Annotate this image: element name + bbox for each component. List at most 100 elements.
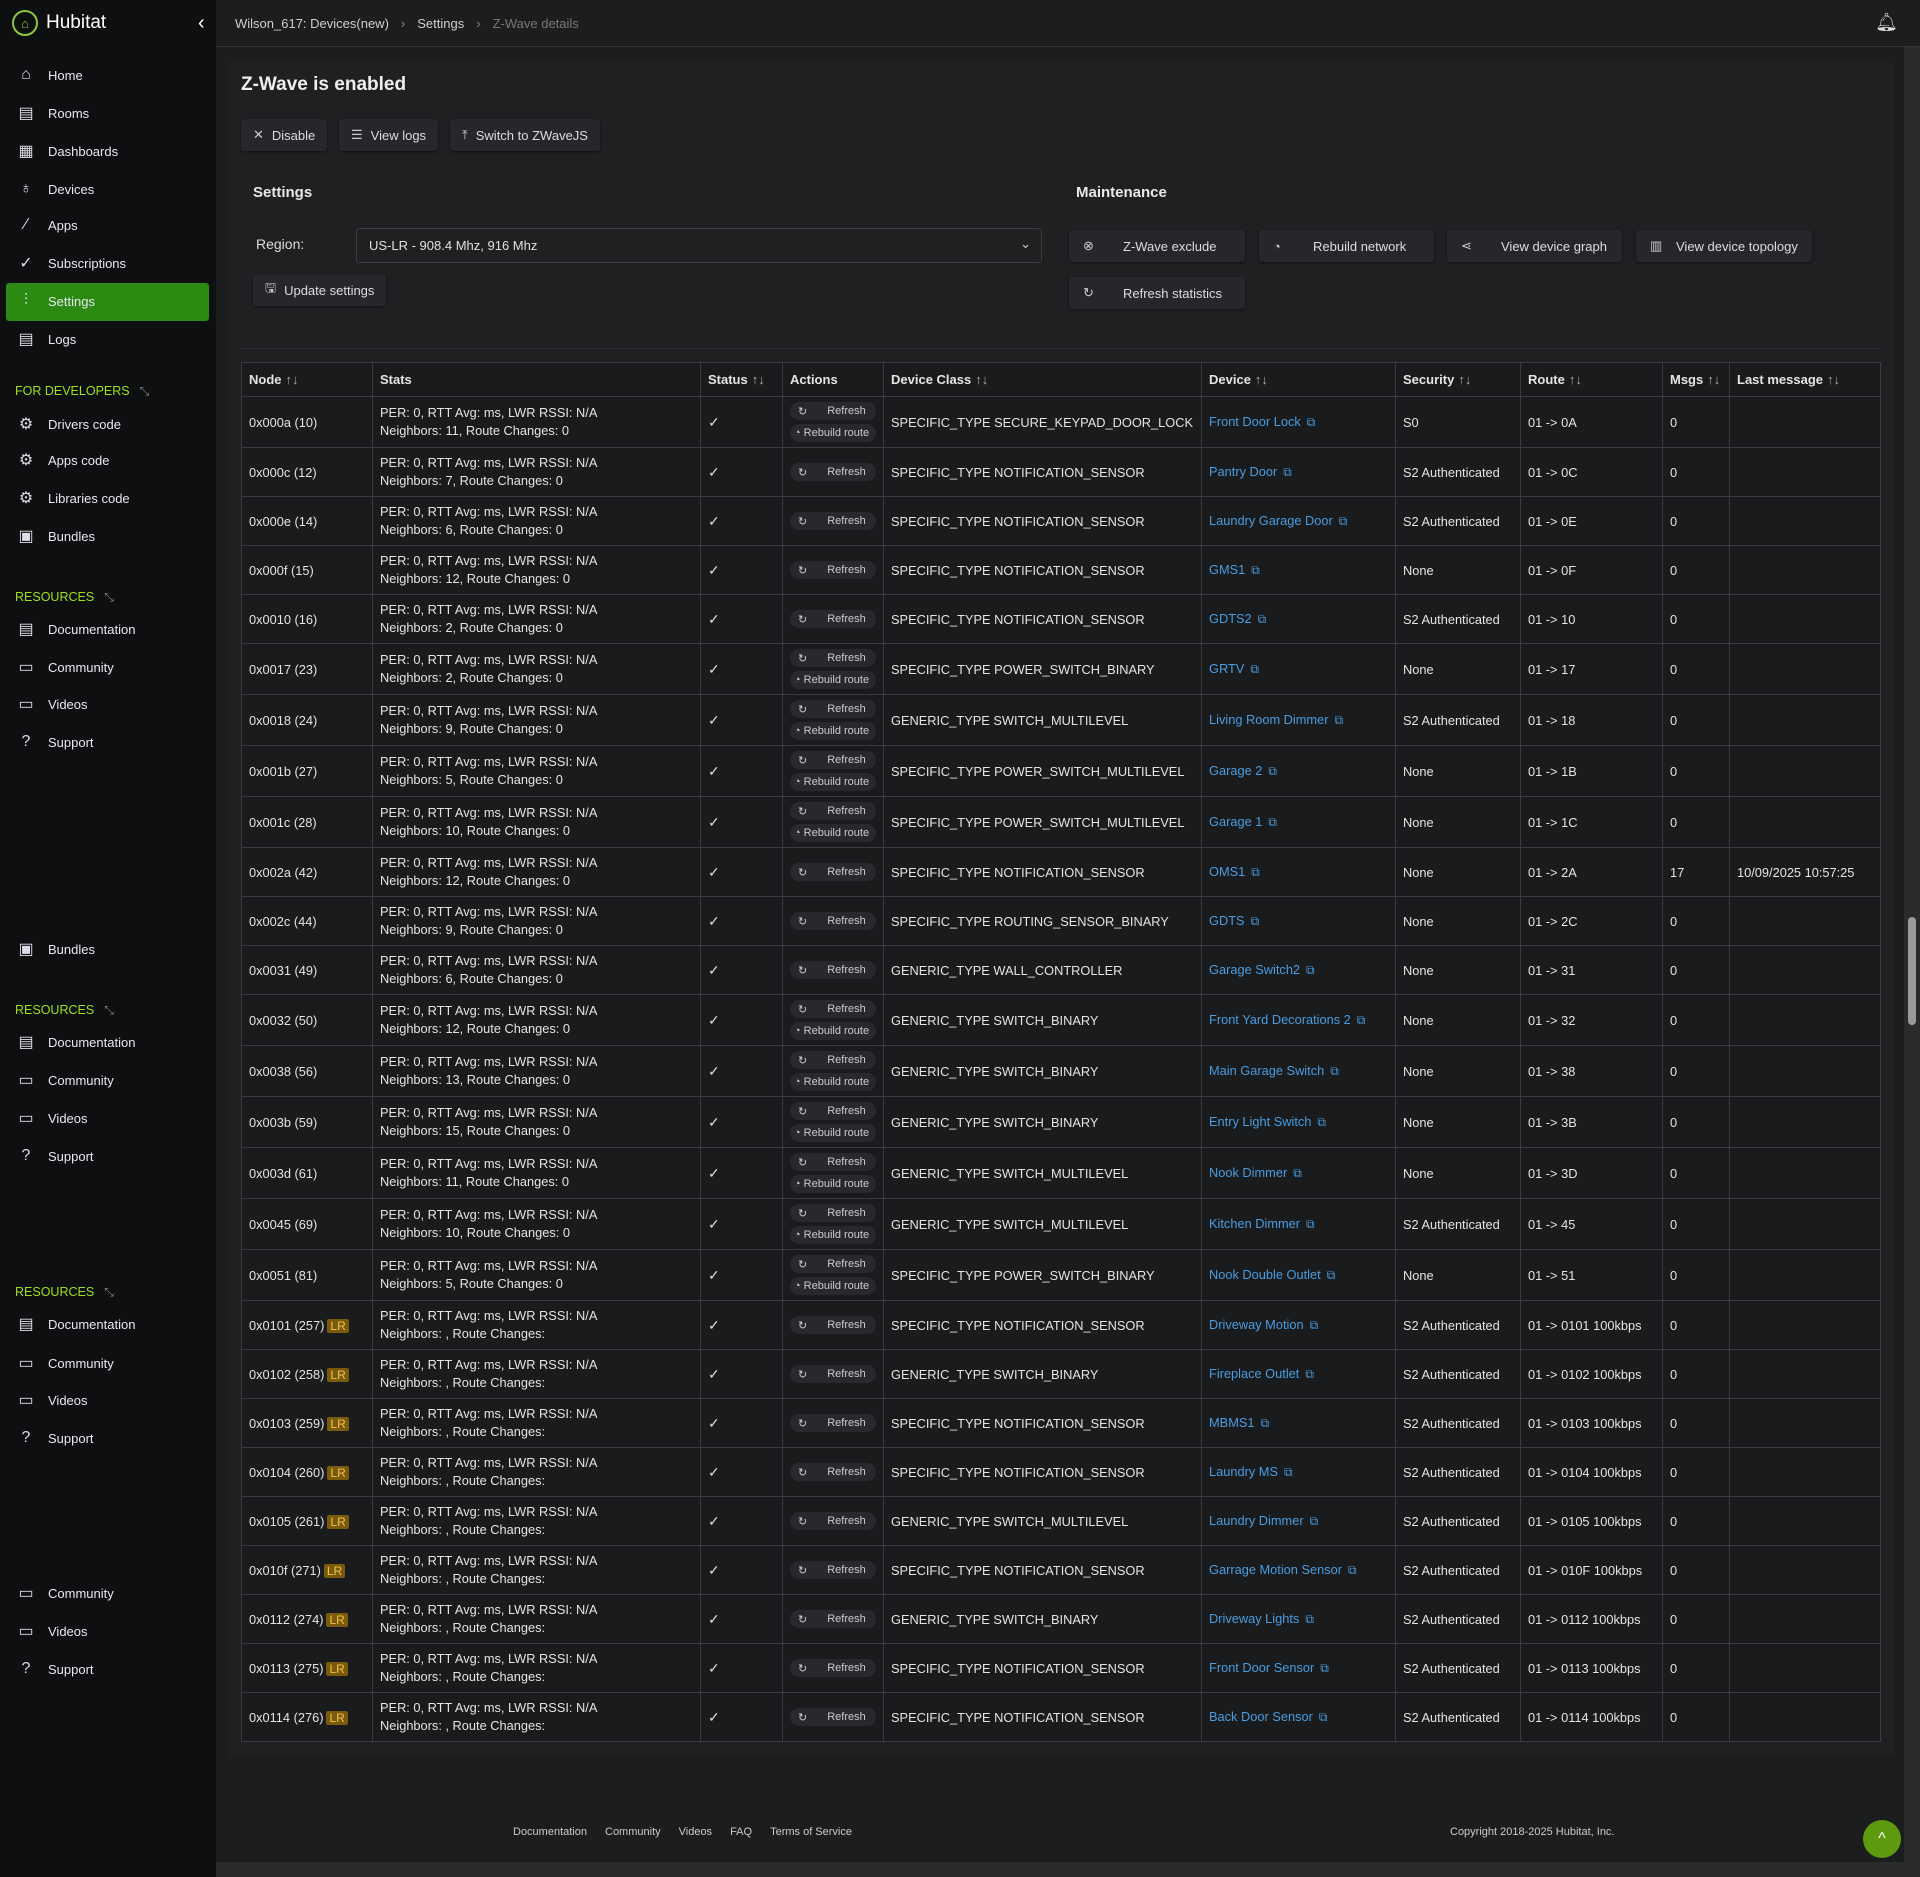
refresh-node-button[interactable]: ↻ Refresh: [790, 1051, 876, 1069]
collapse-section-icon[interactable]: ⤡: [104, 1285, 114, 1299]
refresh-node-button[interactable]: ↻ Refresh: [790, 1610, 876, 1628]
bell-icon[interactable]: 🔔︎: [1875, 12, 1898, 32]
sort-icon[interactable]: ↑↓: [1254, 372, 1268, 387]
logo[interactable]: ⌂ Hubitat: [12, 10, 106, 36]
scroll-to-top-button[interactable]: ^: [1863, 1820, 1901, 1858]
refresh-node-button[interactable]: ↻ Refresh: [790, 1102, 876, 1120]
refresh-node-button[interactable]: ↻ Refresh: [790, 1512, 876, 1530]
breadcrumb-settings[interactable]: Settings: [417, 15, 465, 31]
footer-link[interactable]: Documentation: [513, 1826, 587, 1838]
refresh-node-button[interactable]: ↻ Refresh: [790, 700, 876, 718]
device-link[interactable]: Main Garage Switch ⧉: [1209, 1063, 1339, 1078]
sidebar-item-rooms[interactable]: ▤ Rooms: [16, 98, 206, 128]
horizontal-scrollbar[interactable]: [216, 1862, 1920, 1877]
collapse-sidebar-icon[interactable]: ‹: [198, 12, 205, 34]
view-logs-button[interactable]: ☰ View logs: [339, 119, 439, 151]
refresh-node-button[interactable]: ↻ Refresh: [790, 610, 876, 628]
refresh-node-button[interactable]: ↻ Refresh: [790, 561, 876, 579]
refresh-node-button[interactable]: ↻ Refresh: [790, 1204, 876, 1222]
refresh-node-button[interactable]: ↻ Refresh: [790, 649, 876, 667]
sort-icon[interactable]: ↑↓: [1458, 372, 1472, 387]
rebuild-route-button[interactable]: ◔ Rebuild route: [790, 773, 876, 791]
device-link[interactable]: Front Door Lock ⧉: [1209, 414, 1315, 429]
device-link[interactable]: Laundry Garage Door ⧉: [1209, 513, 1347, 528]
column-header[interactable]: Route ↑↓: [1520, 362, 1663, 397]
collapse-section-icon[interactable]: ⤡: [139, 384, 150, 398]
refresh-node-button[interactable]: ↻ Refresh: [790, 802, 876, 820]
device-link[interactable]: Back Door Sensor ⧉: [1209, 1709, 1327, 1724]
refresh-node-button[interactable]: ↻ Refresh: [790, 1659, 876, 1677]
collapse-section-icon[interactable]: ⤡: [104, 590, 114, 604]
sort-icon[interactable]: ↑↓: [285, 372, 299, 387]
refresh-node-button[interactable]: ↻ Refresh: [790, 751, 876, 769]
collapse-section-icon[interactable]: ⤡: [104, 1003, 114, 1017]
refresh-node-button[interactable]: ↻ Refresh: [790, 1316, 876, 1334]
device-link[interactable]: Nook Dimmer ⧉: [1209, 1165, 1302, 1180]
device-link[interactable]: Living Room Dimmer ⧉: [1209, 712, 1343, 727]
device-link[interactable]: OMS1 ⧉: [1209, 864, 1260, 879]
sidebar-item-documentation[interactable]: ▤ Documentation: [16, 1027, 206, 1057]
footer-link[interactable]: Terms of Service: [770, 1826, 852, 1838]
device-link[interactable]: Kitchen Dimmer ⧉: [1209, 1216, 1315, 1231]
footer-link[interactable]: Videos: [678, 1826, 713, 1838]
column-header[interactable]: Status ↑↓: [700, 362, 783, 397]
device-link[interactable]: GMS1 ⧉: [1209, 562, 1260, 577]
sidebar-item-drivers-code[interactable]: ⚙ Drivers code: [16, 409, 206, 439]
switch-zwavejs-button[interactable]: ⤒ Switch to ZWaveJS: [450, 119, 600, 151]
device-link[interactable]: GDTS2 ⧉: [1209, 611, 1266, 626]
rebuild-route-button[interactable]: ◔ Rebuild route: [790, 1073, 876, 1091]
device-link[interactable]: Garage 2 ⧉: [1209, 763, 1277, 778]
sidebar-item-community[interactable]: ▭ Community: [16, 1065, 206, 1095]
disable-button[interactable]: ✕ Disable: [241, 119, 328, 151]
rebuild-route-button[interactable]: ◔ Rebuild route: [790, 1277, 876, 1295]
refresh-node-button[interactable]: ↻ Refresh: [790, 912, 876, 930]
sidebar-item-dashboards[interactable]: ▦ Dashboards: [16, 136, 206, 166]
sidebar-item-devices[interactable]: ♁ Devices: [16, 174, 206, 204]
sort-icon[interactable]: ↑↓: [1707, 372, 1721, 387]
sidebar-item-bundles[interactable]: ▣ Bundles: [16, 521, 206, 551]
refresh-statistics-button[interactable]: ↻ Refresh statistics: [1069, 277, 1245, 309]
column-header[interactable]: Node ↑↓: [241, 362, 373, 397]
sidebar-item-community[interactable]: ▭ Community: [16, 652, 206, 682]
rebuild-route-button[interactable]: ◔ Rebuild route: [790, 671, 876, 689]
refresh-node-button[interactable]: ↻ Refresh: [790, 1561, 876, 1579]
sidebar-item-videos[interactable]: ▭ Videos: [16, 1616, 206, 1646]
column-header[interactable]: Last message ↑↓: [1729, 362, 1881, 397]
sidebar-item-home[interactable]: ⌂ Home: [16, 60, 206, 90]
refresh-node-button[interactable]: ↻ Refresh: [790, 402, 876, 420]
refresh-node-button[interactable]: ↻ Refresh: [790, 512, 876, 530]
device-link[interactable]: Front Door Sensor ⧉: [1209, 1660, 1329, 1675]
refresh-node-button[interactable]: ↻ Refresh: [790, 1255, 876, 1273]
rebuild-route-button[interactable]: ◔ Rebuild route: [790, 1226, 876, 1244]
sidebar-item-community[interactable]: ▭ Community: [16, 1578, 206, 1608]
refresh-node-button[interactable]: ↻ Refresh: [790, 1365, 876, 1383]
sidebar-item-support[interactable]: ? Support: [16, 1423, 206, 1453]
refresh-node-button[interactable]: ↻ Refresh: [790, 1414, 876, 1432]
rebuild-network-button[interactable]: ◔ Rebuild network: [1259, 230, 1434, 262]
refresh-node-button[interactable]: ↻ Refresh: [790, 463, 876, 481]
sidebar-item-support[interactable]: ? Support: [16, 1654, 206, 1684]
device-link[interactable]: Front Yard Decorations 2 ⧉: [1209, 1012, 1365, 1027]
device-link[interactable]: GRTV ⧉: [1209, 661, 1259, 676]
footer-link[interactable]: FAQ: [730, 1826, 753, 1838]
device-link[interactable]: Laundry MS ⧉: [1209, 1464, 1293, 1479]
device-link[interactable]: Entry Light Switch ⧉: [1209, 1114, 1326, 1129]
column-header[interactable]: Device Class ↑↓: [883, 362, 1202, 397]
refresh-node-button[interactable]: ↻ Refresh: [790, 1153, 876, 1171]
sidebar-item-settings[interactable]: ⫶ Settings: [16, 286, 206, 316]
sidebar-item-support[interactable]: ? Support: [16, 727, 206, 757]
sort-icon[interactable]: ↑↓: [975, 372, 989, 387]
refresh-node-button[interactable]: ↻ Refresh: [790, 1000, 876, 1018]
sidebar-item-documentation[interactable]: ▤ Documentation: [16, 1309, 206, 1339]
vertical-scrollbar[interactable]: [1904, 47, 1920, 1862]
refresh-node-button[interactable]: ↻ Refresh: [790, 1463, 876, 1481]
rebuild-route-button[interactable]: ◔ Rebuild route: [790, 824, 876, 842]
rebuild-route-button[interactable]: ◔ Rebuild route: [790, 722, 876, 740]
sidebar-item-subscriptions[interactable]: ✓ Subscriptions: [16, 248, 206, 278]
device-link[interactable]: Laundry Dimmer ⧉: [1209, 1513, 1318, 1528]
rebuild-route-button[interactable]: ◔ Rebuild route: [790, 424, 876, 442]
rebuild-route-button[interactable]: ◔ Rebuild route: [790, 1022, 876, 1040]
scrollbar-thumb[interactable]: [1908, 917, 1916, 1025]
device-link[interactable]: Garage 1 ⧉: [1209, 814, 1277, 829]
sidebar-item-support[interactable]: ? Support: [16, 1141, 206, 1171]
